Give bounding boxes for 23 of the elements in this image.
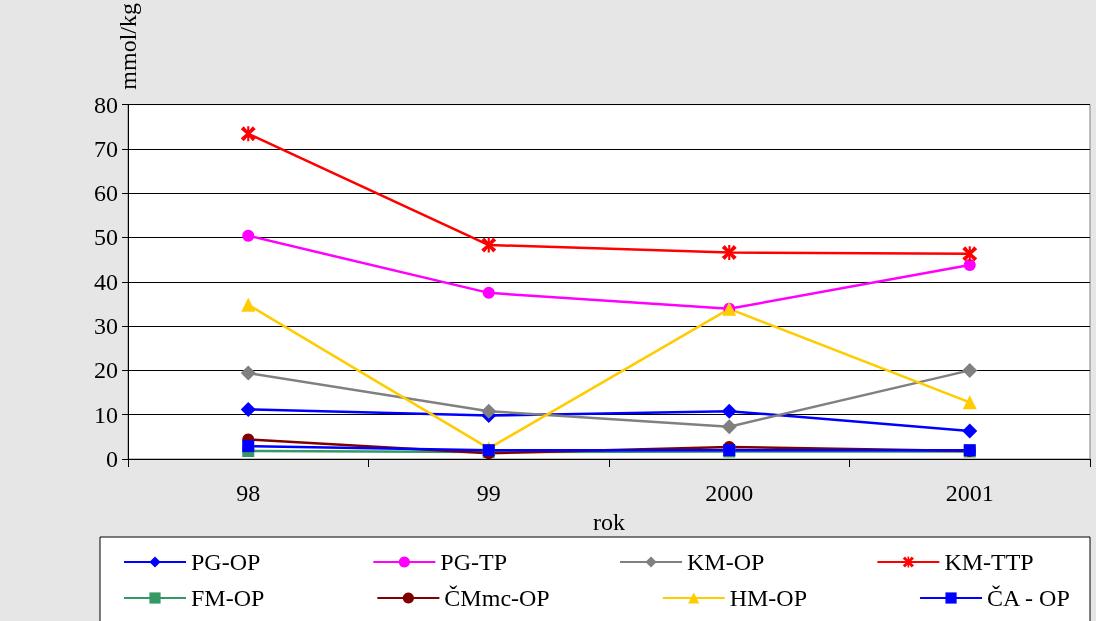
legend-label: ČA - OP (987, 585, 1070, 611)
y-tick-label: 50 (94, 224, 118, 251)
y-tick-label: 60 (94, 180, 118, 207)
y-tick-label: 20 (94, 357, 118, 384)
legend-label: PG-OP (191, 549, 261, 575)
legend-label: PG-TP (440, 549, 508, 575)
y-tick-label: 70 (94, 135, 118, 162)
x-tick-label: 2000 (705, 480, 754, 506)
x-axis-title: rok (593, 508, 625, 535)
legend-label: ČMmc-OP (444, 585, 550, 611)
y-tick-label: 0 (106, 446, 118, 472)
legend-label: HM-OP (729, 585, 808, 611)
y-tick-label: 30 (94, 313, 118, 340)
legend-label: FM-OP (191, 585, 265, 611)
y-tick-label: 80 (94, 91, 118, 118)
legend-label: KM-OP (687, 549, 765, 575)
y-axis-title: mmol/kg (115, 3, 141, 90)
x-tick-label: 2001 (945, 480, 994, 506)
x-tick-label: 98 (236, 480, 261, 506)
legend-label: KM-TTP (944, 549, 1034, 575)
y-tick-label: 10 (94, 401, 118, 428)
x-tick-label: 99 (476, 480, 501, 506)
y-tick-label: 40 (94, 268, 118, 295)
